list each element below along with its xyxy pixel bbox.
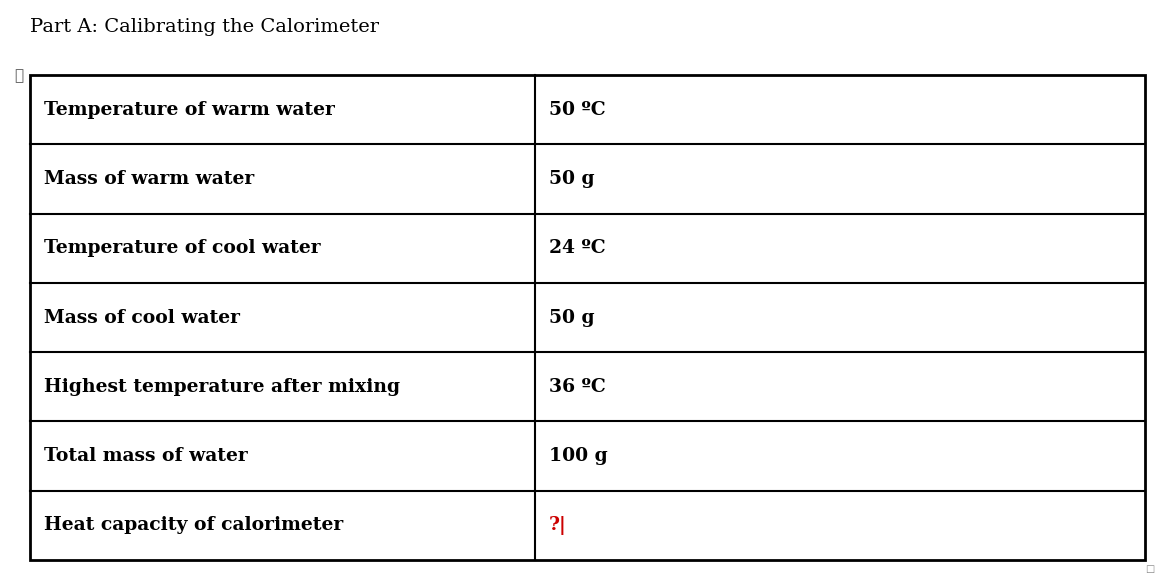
Text: 36 ºC: 36 ºC (550, 378, 605, 396)
Text: 50 g: 50 g (550, 308, 595, 327)
Text: 50 ºC: 50 ºC (550, 101, 605, 119)
Text: Mass of warm water: Mass of warm water (44, 170, 254, 188)
Text: 50 g: 50 g (550, 170, 595, 188)
Text: ⤢: ⤢ (14, 68, 23, 83)
Text: Heat capacity of calorimeter: Heat capacity of calorimeter (44, 516, 343, 534)
Text: Temperature of cool water: Temperature of cool water (44, 239, 321, 257)
Text: Temperature of warm water: Temperature of warm water (44, 101, 335, 119)
Text: □: □ (1145, 564, 1154, 574)
Text: Total mass of water: Total mass of water (44, 447, 248, 465)
Text: Highest temperature after mixing: Highest temperature after mixing (44, 378, 400, 396)
Text: Mass of cool water: Mass of cool water (44, 308, 241, 327)
Text: ?|: ?| (550, 516, 567, 535)
Bar (30, 75, 1145, 560)
Text: 100 g: 100 g (550, 447, 608, 465)
Text: 24 ºC: 24 ºC (550, 239, 605, 257)
Text: Part A: Calibrating the Calorimeter: Part A: Calibrating the Calorimeter (30, 18, 379, 36)
